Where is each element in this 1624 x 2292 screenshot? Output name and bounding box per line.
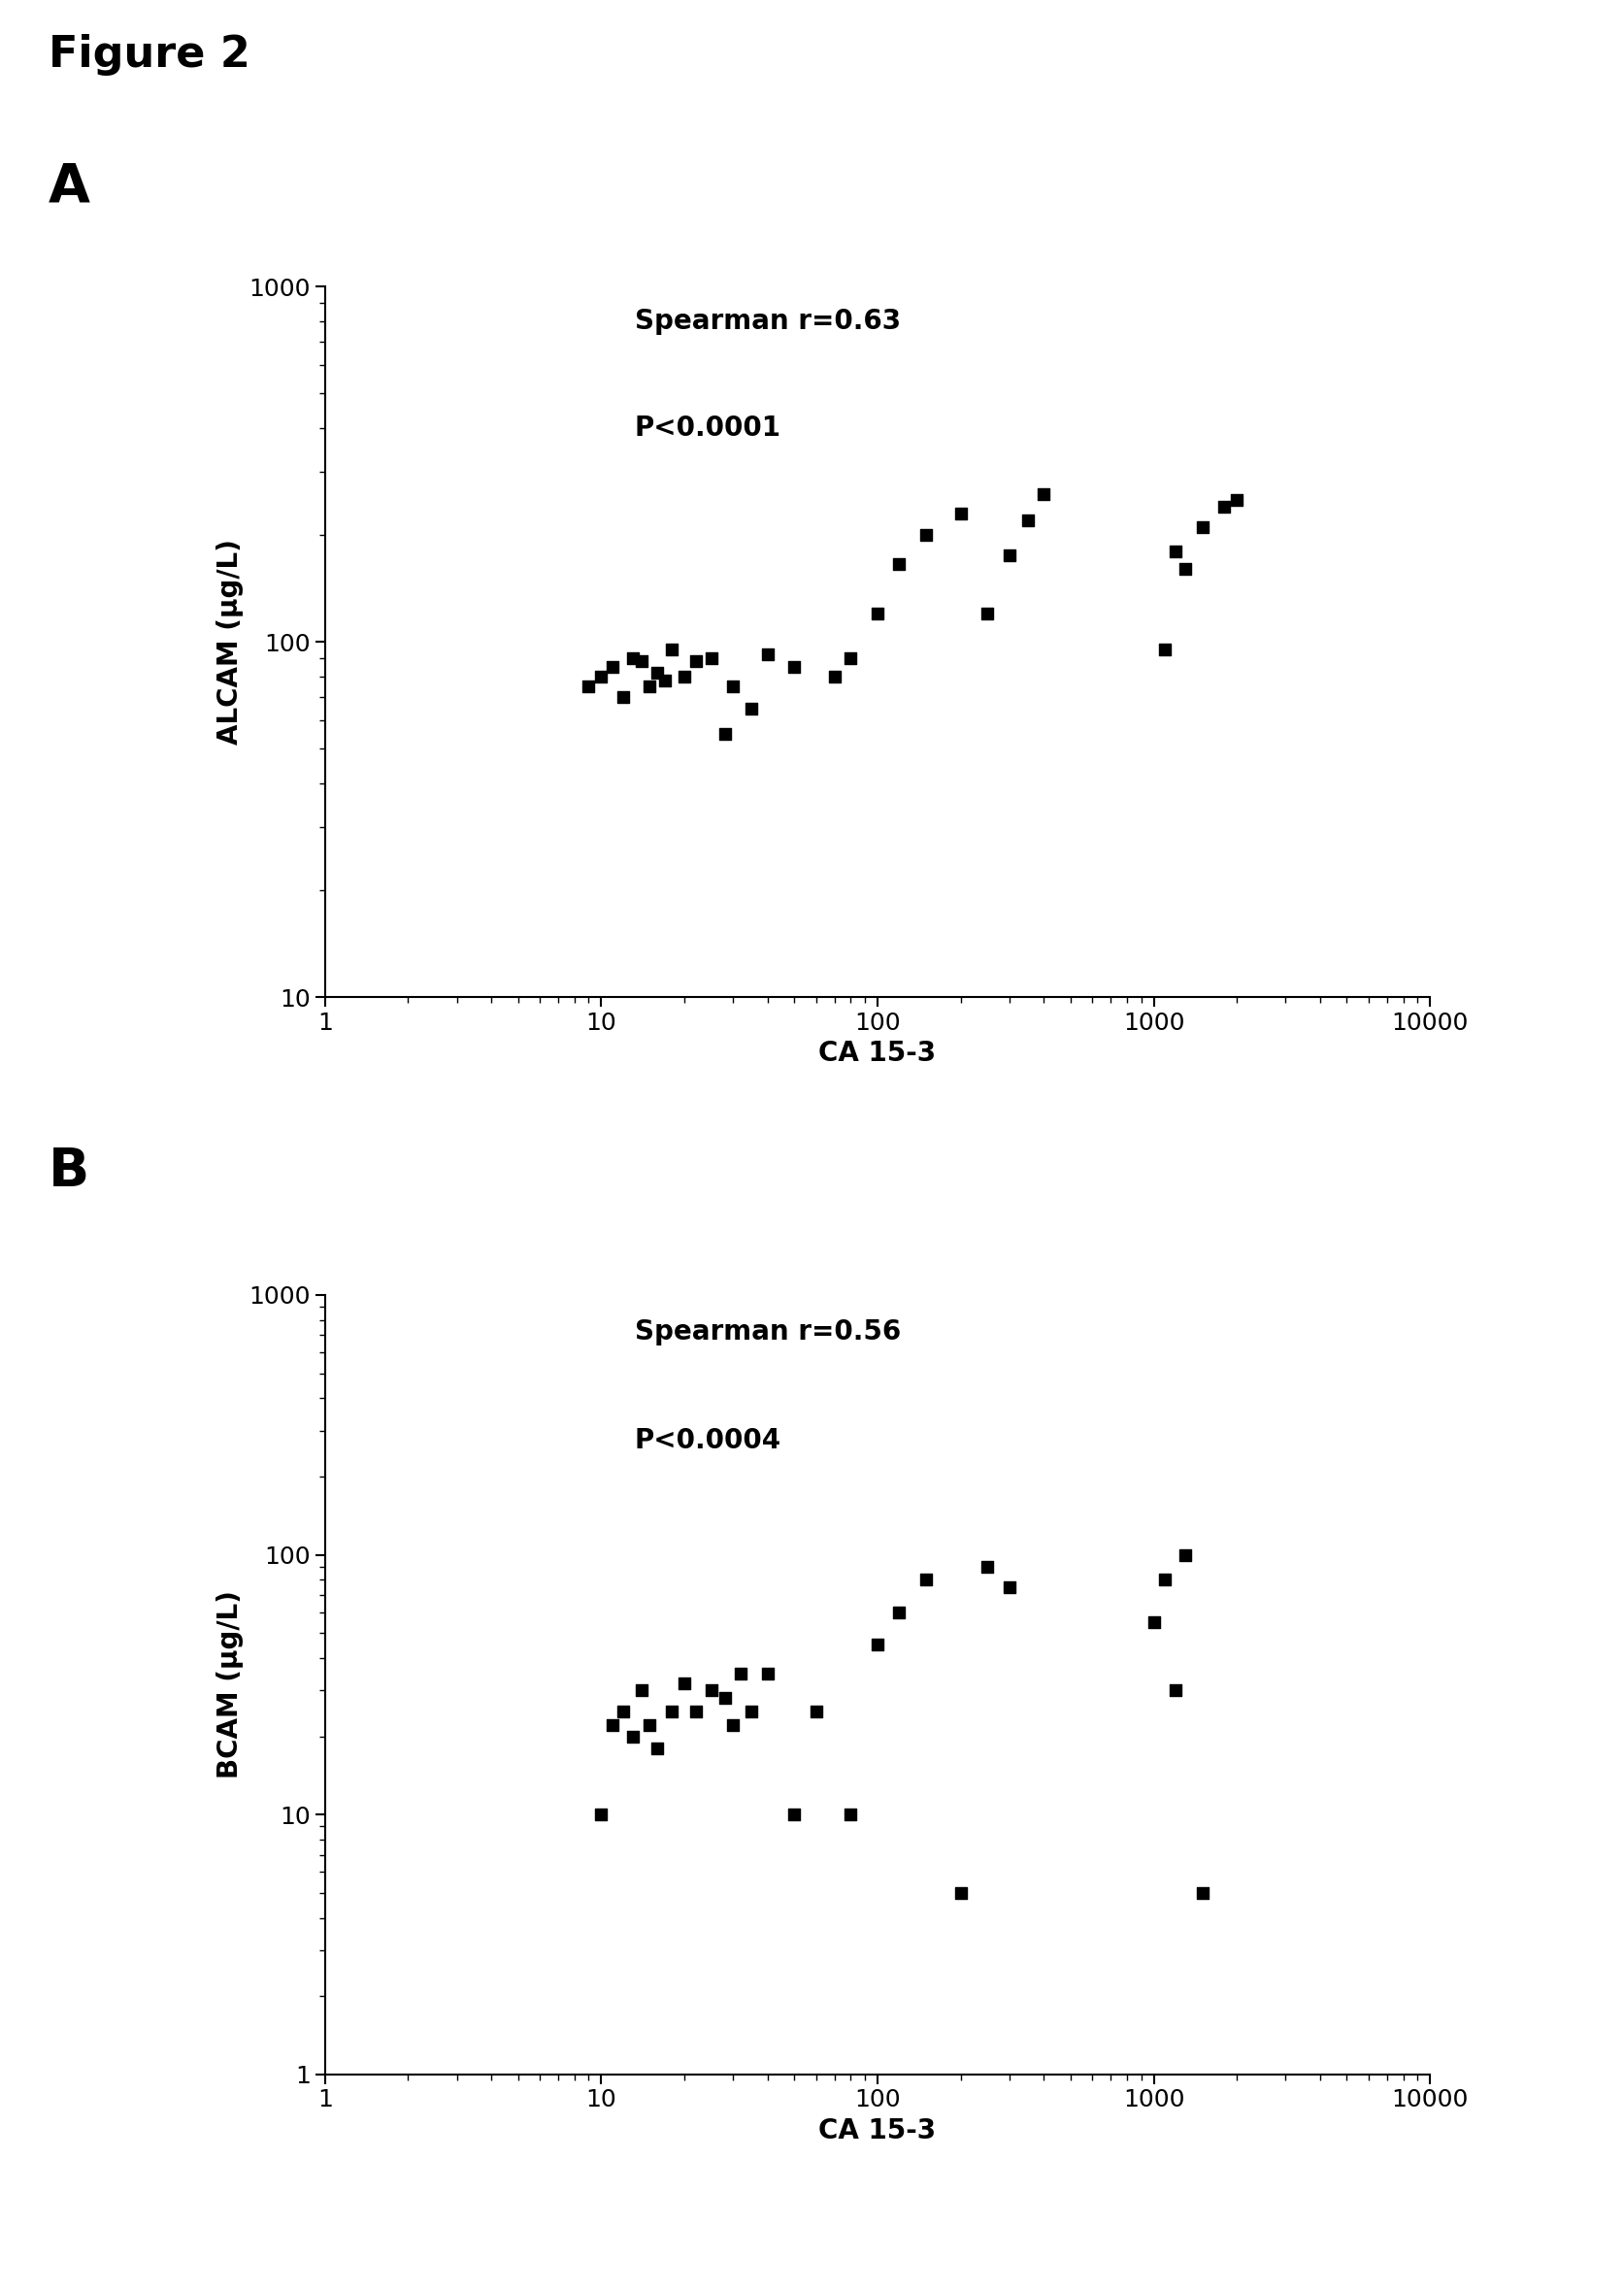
- Point: [1161, 1673, 1187, 1710]
- Text: Spearman r=0.63: Spearman r=0.63: [633, 307, 900, 335]
- Point: [802, 1694, 828, 1730]
- Point: [864, 596, 890, 633]
- Point: [781, 1797, 807, 1834]
- Point: [1189, 509, 1215, 545]
- Point: [781, 649, 807, 685]
- Point: [822, 658, 848, 694]
- Text: P<0.0004: P<0.0004: [633, 1428, 781, 1455]
- Point: [711, 715, 737, 752]
- Point: [599, 1708, 625, 1744]
- Y-axis label: BCAM (μg/L): BCAM (μg/L): [216, 1591, 244, 1779]
- Point: [947, 1875, 973, 1912]
- Point: [1223, 481, 1249, 518]
- Point: [996, 1568, 1021, 1604]
- Point: [658, 1694, 684, 1730]
- Text: Figure 2: Figure 2: [49, 34, 250, 76]
- Point: [682, 1694, 708, 1730]
- Point: [698, 639, 724, 676]
- Text: B: B: [49, 1146, 89, 1199]
- Point: [609, 678, 635, 715]
- X-axis label: CA 15-3: CA 15-3: [818, 2118, 935, 2145]
- Point: [719, 667, 745, 704]
- Point: [619, 639, 645, 676]
- Point: [974, 596, 1000, 633]
- Point: [645, 1730, 671, 1767]
- Point: [754, 1655, 780, 1691]
- Y-axis label: ALCAM (μg/L): ALCAM (μg/L): [216, 539, 244, 745]
- Point: [1013, 502, 1039, 539]
- Point: [1030, 477, 1056, 513]
- Point: [754, 637, 780, 674]
- Point: [737, 1694, 763, 1730]
- Point: [628, 644, 654, 681]
- Point: [711, 1680, 737, 1717]
- Point: [575, 667, 601, 704]
- Point: [671, 658, 697, 694]
- Point: [1189, 1875, 1215, 1912]
- Text: Spearman r=0.56: Spearman r=0.56: [633, 1318, 900, 1345]
- Point: [1140, 1604, 1166, 1641]
- Text: P<0.0001: P<0.0001: [633, 415, 781, 442]
- Point: [728, 1655, 754, 1691]
- Point: [913, 1561, 939, 1598]
- X-axis label: CA 15-3: CA 15-3: [818, 1041, 935, 1068]
- Point: [737, 690, 763, 727]
- Point: [864, 1627, 890, 1664]
- Point: [838, 1797, 864, 1834]
- Point: [599, 649, 625, 685]
- Point: [651, 662, 677, 699]
- Point: [719, 1708, 745, 1744]
- Point: [885, 1593, 911, 1630]
- Point: [637, 667, 663, 704]
- Point: [588, 1797, 614, 1834]
- Point: [1171, 1536, 1197, 1572]
- Point: [1151, 1561, 1177, 1598]
- Point: [619, 1719, 645, 1756]
- Point: [588, 658, 614, 694]
- Point: [1171, 550, 1197, 587]
- Point: [974, 1549, 1000, 1586]
- Point: [645, 653, 671, 690]
- Point: [947, 495, 973, 532]
- Point: [658, 630, 684, 667]
- Point: [628, 1673, 654, 1710]
- Point: [637, 1708, 663, 1744]
- Point: [885, 545, 911, 582]
- Text: A: A: [49, 160, 91, 213]
- Point: [609, 1694, 635, 1730]
- Point: [1151, 630, 1177, 667]
- Point: [698, 1673, 724, 1710]
- Point: [682, 644, 708, 681]
- Point: [671, 1664, 697, 1701]
- Point: [838, 639, 864, 676]
- Point: [1161, 532, 1187, 568]
- Point: [913, 516, 939, 552]
- Point: [1210, 488, 1236, 525]
- Point: [996, 536, 1021, 573]
